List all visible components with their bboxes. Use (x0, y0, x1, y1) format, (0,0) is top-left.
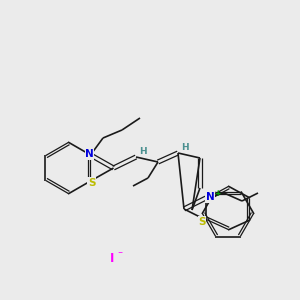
Text: I: I (110, 251, 114, 265)
Text: H: H (181, 142, 189, 152)
Text: N: N (85, 149, 94, 159)
Text: +: + (214, 188, 220, 197)
Text: S: S (198, 217, 206, 227)
Text: S: S (88, 178, 95, 188)
Text: N: N (206, 192, 214, 202)
Text: H: H (139, 146, 147, 155)
Text: ⁻: ⁻ (117, 250, 123, 260)
